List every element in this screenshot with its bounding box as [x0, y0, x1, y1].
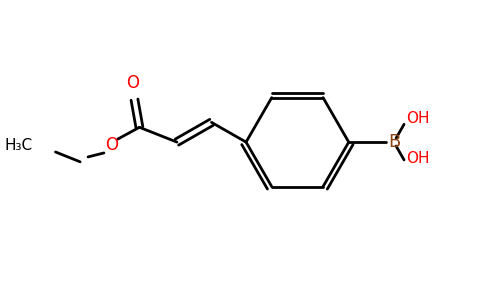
- Text: H₃C: H₃C: [5, 138, 33, 153]
- Text: O: O: [126, 74, 139, 92]
- Text: B: B: [388, 133, 400, 151]
- Text: OH: OH: [406, 151, 429, 166]
- Text: OH: OH: [406, 111, 429, 126]
- Text: O: O: [106, 136, 118, 154]
